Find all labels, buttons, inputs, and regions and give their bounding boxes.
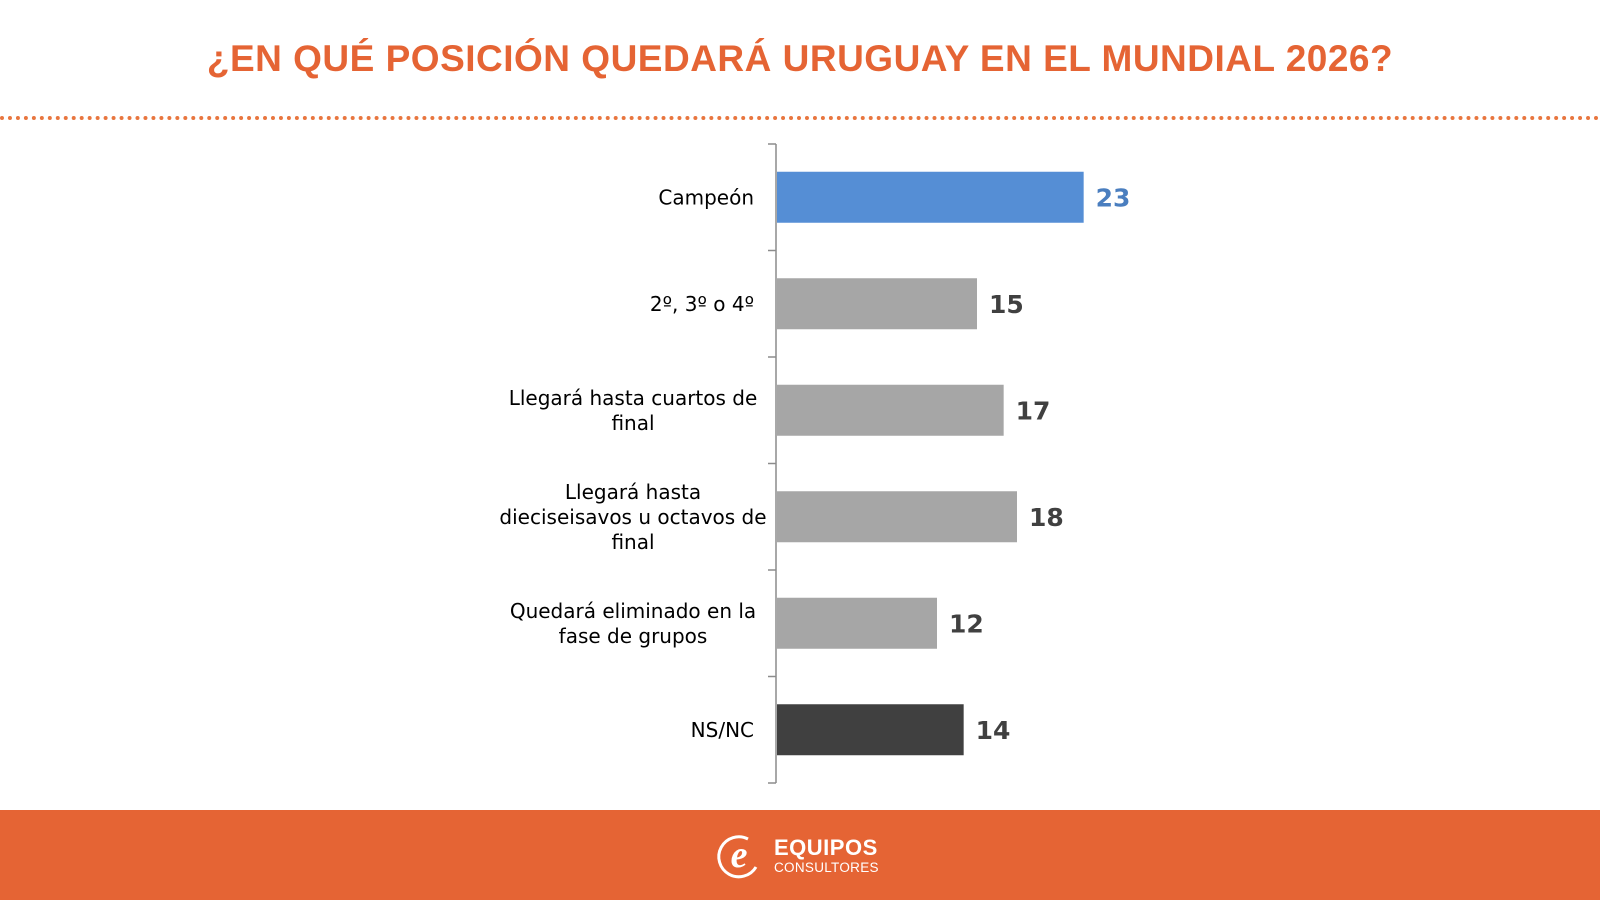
bar-6	[777, 704, 964, 756]
bar-1	[777, 171, 1084, 223]
data-label-2: 15	[989, 290, 1024, 319]
category-label-2: 2º, 3º o 4º	[650, 292, 754, 316]
logo-brand-name: EQUIPOS	[774, 835, 878, 860]
bar-3	[777, 384, 1004, 436]
bar-4	[777, 491, 1017, 543]
footer-bar: e EQUIPOS CONSULTORES	[0, 810, 1600, 900]
bar-chart: 23 Campeón 15 2º, 3º o 4º 17 Llegará hasta cu…	[499, 143, 1131, 784]
data-label-3: 17	[1016, 396, 1051, 425]
category-label-1: Campeón	[658, 185, 754, 209]
svg-text:e: e	[731, 834, 748, 876]
logo-brand-subtitle: CONSULTORES	[774, 860, 879, 875]
category-label-5: Quedará eliminado en la fase de grupos	[510, 599, 756, 648]
page-title: ¿EN QUÉ POSICIÓN QUEDARÁ URUGUAY EN EL M…	[206, 38, 1394, 79]
data-label-4: 18	[1029, 503, 1064, 532]
bar-2	[777, 278, 977, 330]
company-logo: e EQUIPOS CONSULTORES	[712, 823, 912, 887]
category-label-6: NS/NC	[691, 718, 754, 742]
category-label-3: Llegará hasta cuartos de final	[509, 386, 758, 435]
data-label-6: 14	[976, 716, 1011, 745]
title-divider	[0, 116, 1600, 120]
data-label-1: 23	[1096, 183, 1131, 212]
logo-e-icon: e	[717, 834, 758, 879]
data-label-5: 12	[949, 609, 984, 638]
bar-5	[777, 597, 937, 649]
category-label-4: Llegará hasta dieciseisavos u octavos de f…	[499, 480, 766, 554]
